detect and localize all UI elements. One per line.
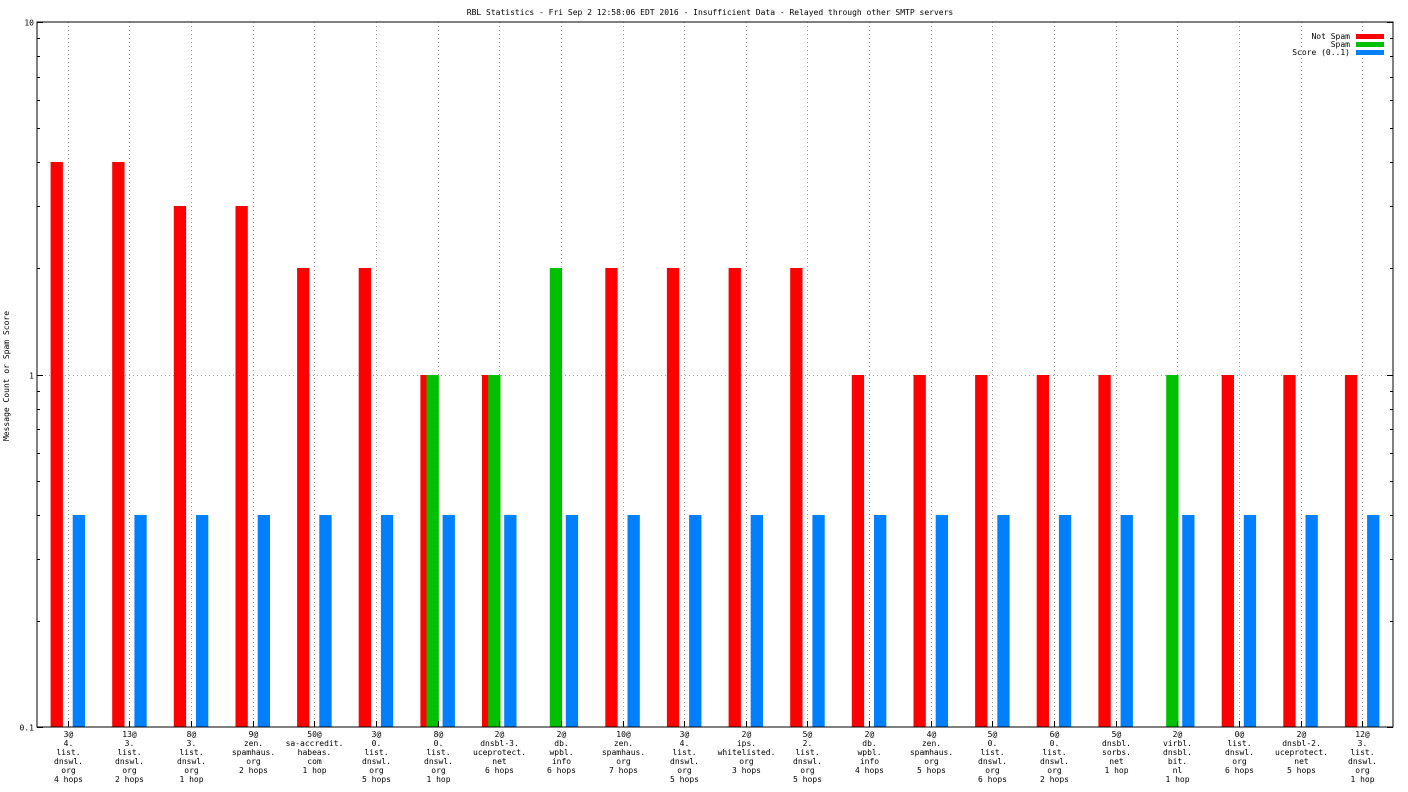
bar-score-0-1 (380, 515, 394, 727)
bar-not-spam (1344, 375, 1358, 727)
bar-score-0-1 (134, 515, 147, 727)
x-tick-label: 12@ 3. list. dnswl. org 1 hop (1348, 730, 1377, 784)
bar-score-0-1 (627, 515, 640, 727)
bar-spam (488, 375, 501, 727)
plot-border (36, 21, 1394, 728)
bar-score-0-1 (689, 515, 702, 727)
x-tick-label: 2@ virbl. dnsbl. bit. nl 1 hop (1163, 730, 1192, 784)
chart-title: RBL Statistics - Fri Sep 2 12:58:06 EDT … (467, 8, 954, 17)
ticks: 0.1 1 10 (20, 19, 1393, 733)
x-axis-tick-labels: 3@ 4. list. dnswl. org 4 hops 13@ 3. list. dnswl.… (54, 730, 1377, 784)
bar-score-0-1 (1305, 515, 1318, 727)
x-tick-label: 13@ 3. list. dnswl. org 2 hops (115, 730, 144, 784)
y-tick-label: 1 (29, 372, 34, 381)
bar-not-spam (358, 268, 371, 727)
y-tick-label: 10 (24, 19, 34, 28)
bar-score-0-1 (504, 515, 517, 727)
bar-score-0-1 (935, 515, 948, 727)
x-tick-label: 3@ 4. list. dnswl. org 4 hops (54, 730, 83, 784)
bar-not-spam (1283, 375, 1296, 727)
bar-score-0-1 (442, 515, 455, 727)
x-tick-label: 2@ dnsbl-2. uceprotect. net 5 hops (1275, 730, 1328, 775)
bar-score-0-1 (997, 515, 1010, 727)
bar-not-spam (666, 268, 680, 727)
bar-not-spam (728, 268, 741, 727)
x-tick-label: 2@ ips. whitelisted. org 3 hops (718, 730, 776, 775)
x-tick-label: 3@ 4. list. dnswl. org 5 hops (670, 730, 699, 784)
legend-label: Not Spam (1311, 32, 1350, 41)
bar-score-0-1 (1120, 515, 1133, 727)
bar-score-0-1 (812, 515, 825, 727)
x-tick-label: 2@ dnsbl-3. uceprotect. net 6 hops (473, 730, 526, 775)
bar-score-0-1 (257, 515, 270, 727)
x-tick-label: 3@ 0. list. dnswl. org 5 hops (362, 730, 391, 784)
x-tick-label: 8@ 0. list. dnswl. org 1 hop (424, 730, 453, 784)
x-tick-label: 9@ zen. spamhaus. org 2 hops (232, 730, 275, 775)
bar-not-spam (1221, 375, 1234, 727)
x-tick-label: 6@ 0. list. dnswl. org 2 hops (1040, 730, 1069, 784)
bar-score-0-1 (874, 515, 887, 727)
bar-score-0-1 (1243, 515, 1257, 727)
bar-spam (426, 375, 439, 727)
x-tick-label: 2@ db. wpbl. info 6 hops (547, 730, 576, 775)
bar-not-spam (851, 375, 865, 727)
legend-label: Spam (1331, 40, 1350, 49)
bar-not-spam (1098, 375, 1111, 727)
bar-score-0-1 (72, 515, 85, 727)
bar-score-0-1 (565, 515, 579, 727)
x-tick-label: 5@ 0. list. dnswl. org 6 hops (978, 730, 1007, 784)
bar-not-spam (297, 268, 310, 727)
bar-not-spam (112, 162, 125, 727)
legend-swatch (1356, 34, 1384, 39)
bar-score-0-1 (1058, 515, 1072, 727)
bar-score-0-1 (1367, 515, 1380, 727)
bar-not-spam (605, 268, 618, 727)
bar-not-spam (975, 375, 988, 727)
x-tick-label: 5@ dnsbl. sorbs. net 1 hop (1102, 730, 1131, 775)
legend-label: Score (0..1) (1292, 48, 1350, 57)
legend-swatch (1356, 42, 1384, 47)
y-tick-label: 0.1 (20, 724, 35, 733)
bar-not-spam (790, 268, 803, 727)
bars (50, 162, 1380, 727)
bar-not-spam (50, 162, 63, 727)
x-tick-label: 0@ list. dnswl. org 6 hops (1225, 730, 1254, 775)
gridlines (37, 22, 1393, 727)
bar-not-spam (913, 375, 926, 727)
y-axis-label: Message Count or Spam Score (2, 311, 11, 441)
x-tick-label: 8@ 3. list. dnswl. org 1 hop (177, 730, 206, 784)
x-tick-label: 2@ db. wpbl. info 4 hops (855, 730, 884, 775)
legend-swatch (1356, 50, 1384, 55)
x-tick-label: 10@ zen. spamhaus. org 7 hops (602, 730, 645, 775)
bar-score-0-1 (1182, 515, 1195, 727)
bar-score-0-1 (196, 515, 209, 727)
bar-score-0-1 (750, 515, 763, 727)
bar-spam (1166, 375, 1179, 727)
bar-spam (549, 268, 563, 727)
x-tick-label: 5@ 2. list. dnswl. org 5 hops (793, 730, 822, 784)
x-tick-label: 4@ zen. spamhaus. org 5 hops (910, 730, 953, 775)
bar-not-spam (173, 206, 187, 727)
bar-not-spam (1036, 375, 1049, 727)
bar-score-0-1 (319, 515, 332, 727)
bar-not-spam (235, 206, 248, 727)
x-tick-label: 50@ sa-accredit. habeas. com 1 hop (286, 730, 344, 775)
